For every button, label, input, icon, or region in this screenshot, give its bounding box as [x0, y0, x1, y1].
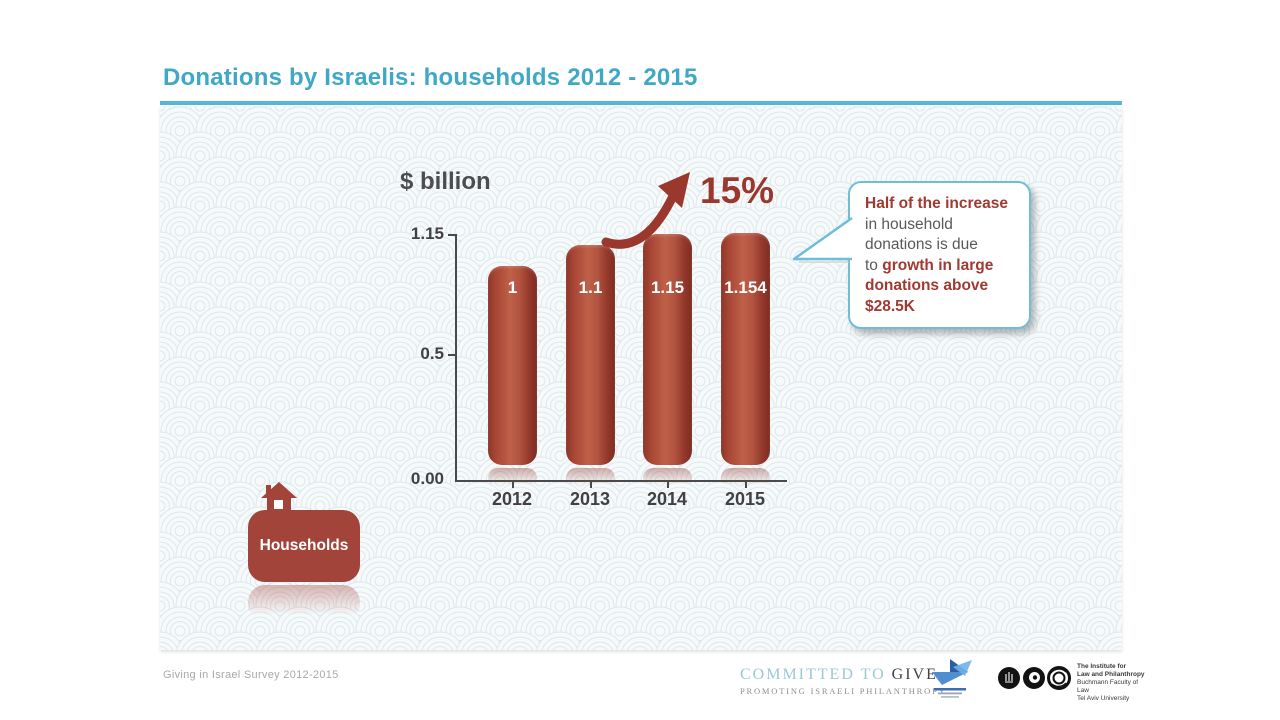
- callout-line: donations is due: [865, 236, 978, 253]
- x-tick: [745, 482, 747, 488]
- y-tick-label: 0.5: [420, 344, 444, 363]
- y-tick: [448, 234, 457, 236]
- growth-percentage-label: 15%: [700, 170, 775, 211]
- badge-reflection: [248, 585, 360, 621]
- callout-line: to growth in large: [865, 256, 1021, 277]
- central-bureau-of-statistics-logo: [932, 659, 972, 698]
- bar-2015: [721, 233, 770, 465]
- bar-reflection: [643, 468, 692, 488]
- x-axis-label: 2014: [646, 489, 688, 509]
- swirl-logo-icon: [1047, 666, 1071, 690]
- callout-text-red: growth in large: [882, 256, 994, 274]
- committed-to-give-tagline: PROMOTING ISRAELI PHILANTHROPY: [740, 686, 947, 696]
- x-axis-line: [455, 480, 787, 482]
- y-tick-label: 1.15: [410, 224, 444, 243]
- growth-arrow-icon: [601, 172, 690, 249]
- bar-reflection: [488, 468, 537, 488]
- institute-line: The Institute for: [1077, 663, 1127, 670]
- bar-2013: [566, 245, 615, 465]
- x-axis-label: 2015: [724, 489, 766, 509]
- bar-2014: [643, 234, 692, 465]
- bar-value-label: 1.1: [578, 278, 603, 297]
- chart-panel: $ billion 1.15 0.5 0.00 1 1.1 1.15 1.154…: [160, 106, 1122, 650]
- callout-bubble: Half of the increase in household donati…: [848, 181, 1031, 329]
- tau-emblem-icon: [998, 667, 1020, 689]
- y-axis-unit-label: $ billion: [400, 168, 491, 195]
- title-divider: [160, 101, 1122, 105]
- institute-line: Law and Philanthropy: [1077, 671, 1145, 678]
- bar-reflection: [721, 468, 770, 488]
- callout-line: donations above: [865, 277, 989, 294]
- house-icon: [261, 482, 297, 513]
- committed-to-give-wordmark: COMMITTED TO GIVE: [740, 666, 947, 684]
- x-axis-label: 2013: [569, 489, 611, 509]
- source-note: Giving in Israel Survey 2012-2015: [163, 669, 339, 681]
- institute-line: Buchmann Faculty of Law: [1077, 679, 1139, 694]
- committed-to-give-logo: COMMITTED TO GIVE PROMOTING ISRAELI PHIL…: [740, 666, 947, 696]
- page-title: Donations by Israelis: households 2012 -…: [163, 64, 698, 91]
- y-tick: [448, 354, 457, 356]
- bar-reflection: [566, 468, 615, 488]
- bar-2012: [488, 266, 537, 465]
- callout-line: Half of the increase: [865, 195, 1008, 212]
- callout-tail: [792, 217, 853, 263]
- callout-line: in household: [865, 215, 953, 233]
- x-tick: [590, 482, 592, 488]
- callout-text-gray: to: [865, 256, 883, 274]
- x-tick: [667, 482, 669, 488]
- institute-text-block: The Institute for Law and Philanthropy B…: [1077, 663, 1147, 703]
- ctg-light-text: COMMITTED TO: [740, 666, 892, 683]
- ctg-dark-text: GIVE: [891, 666, 938, 683]
- bar-value-label: 1.154: [724, 278, 767, 297]
- y-tick-label: 0.00: [410, 469, 444, 488]
- households-badge: Households: [248, 510, 360, 582]
- partner-logos: [998, 666, 1071, 690]
- bar-value-label: 1.15: [650, 278, 685, 297]
- institute-line: Tel Aviv University: [1077, 695, 1130, 702]
- bar-value-label: 1: [507, 278, 518, 297]
- x-tick: [512, 482, 514, 488]
- y-axis-line: [455, 234, 457, 482]
- donut-logo-icon: [1023, 667, 1045, 689]
- x-axis-label: 2012: [491, 489, 533, 509]
- callout-line: $28.5K: [865, 297, 915, 315]
